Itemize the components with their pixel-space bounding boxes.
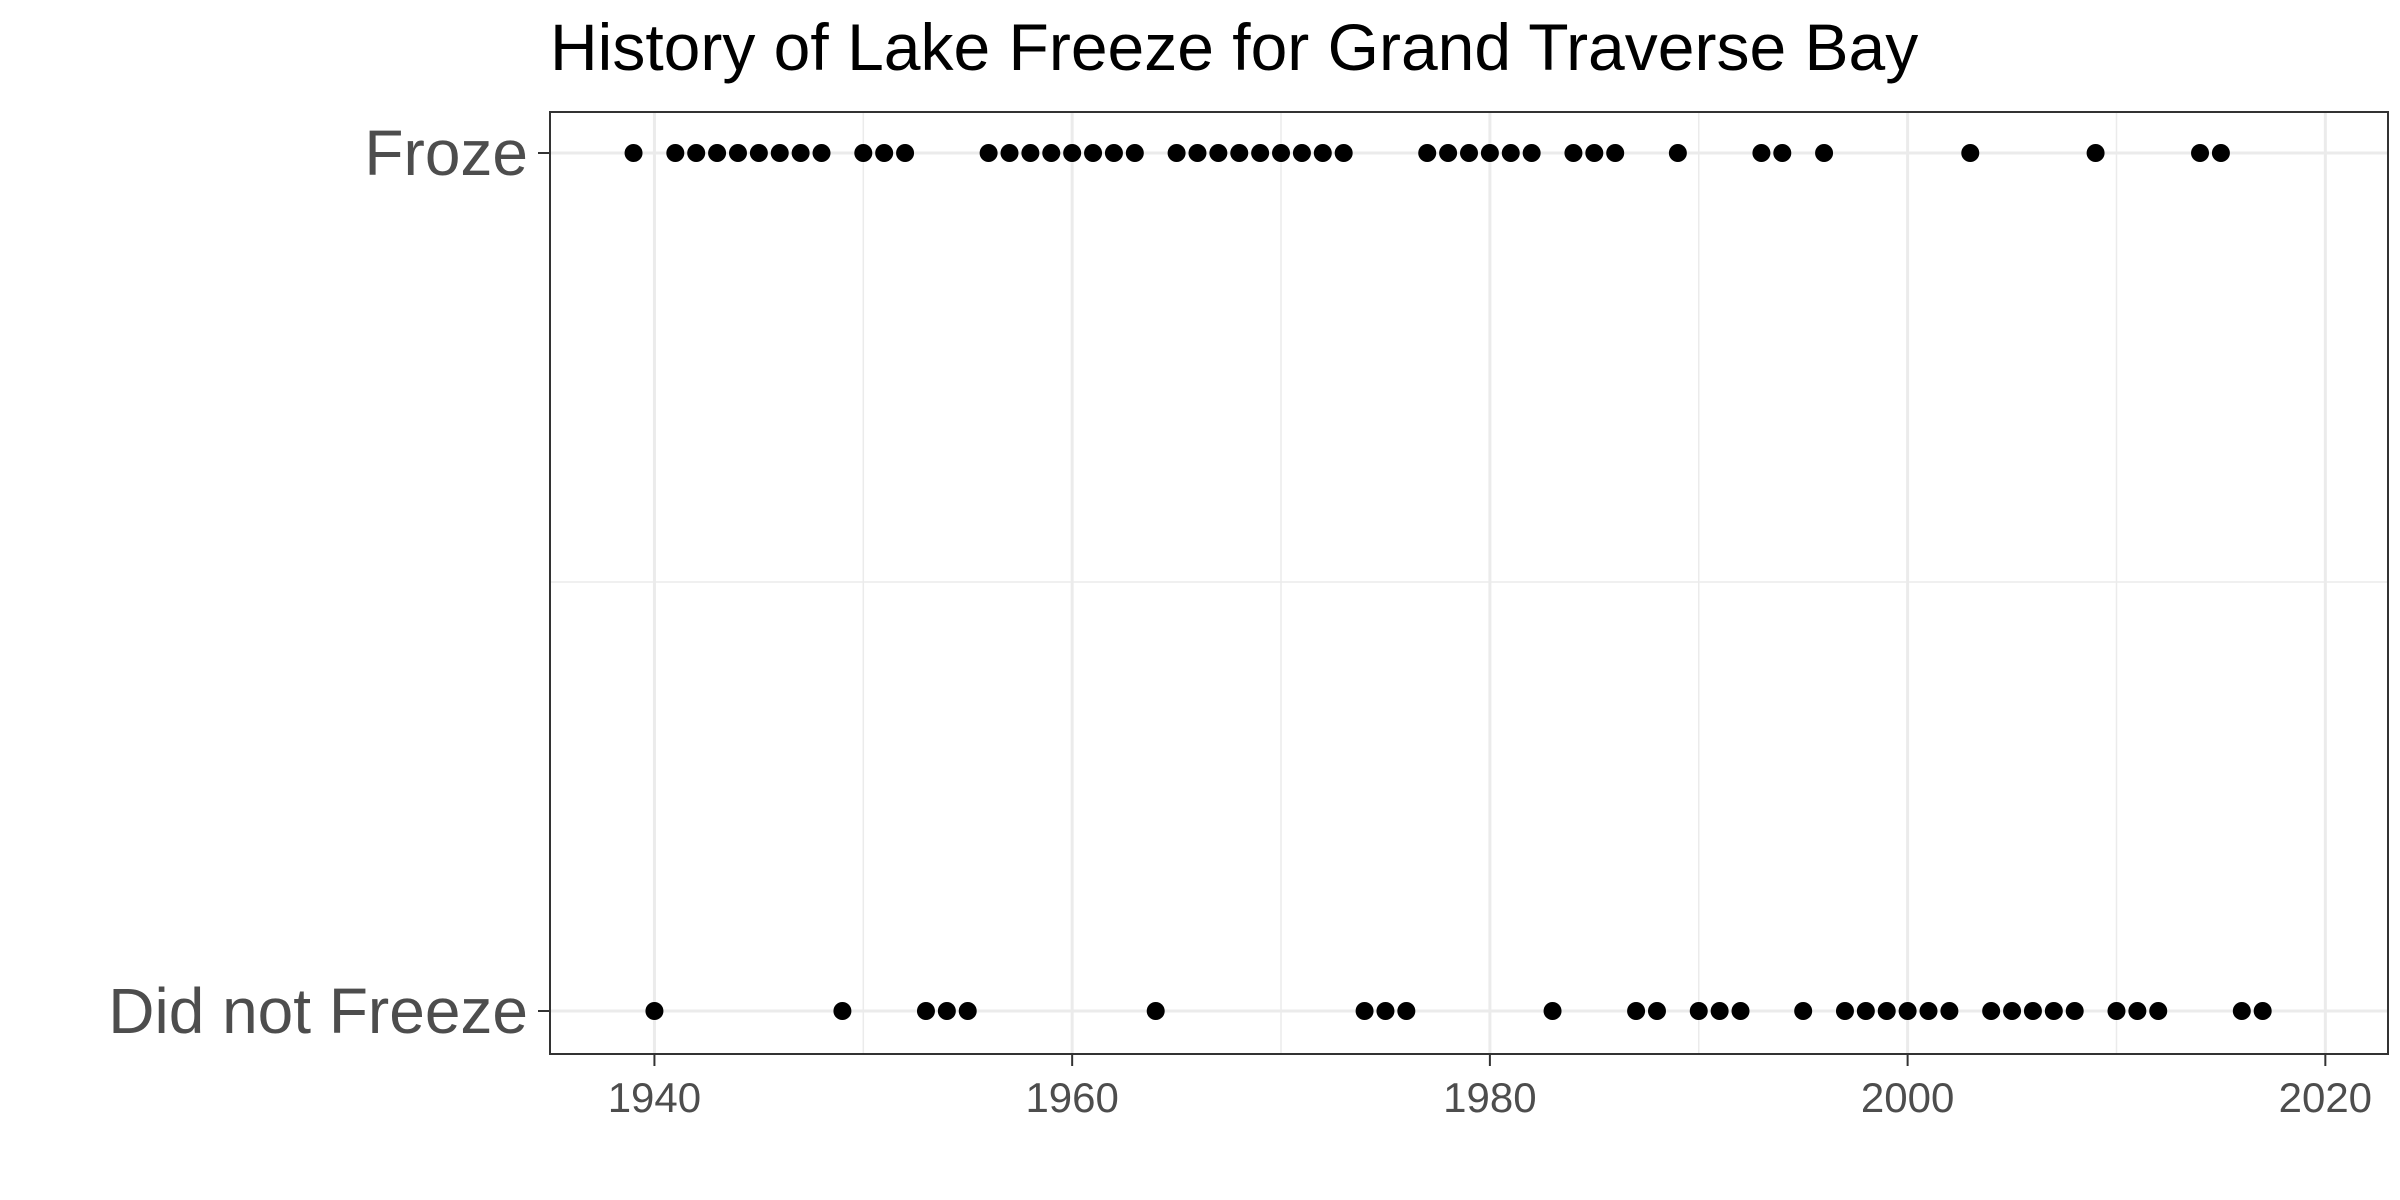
data-point	[1773, 144, 1792, 162]
data-point	[1522, 144, 1541, 162]
data-point	[2003, 1002, 2022, 1020]
data-point	[645, 1002, 664, 1020]
data-point	[2128, 1002, 2147, 1020]
data-point	[1125, 144, 1144, 162]
data-point	[2211, 144, 2230, 162]
data-point	[812, 144, 831, 162]
data-point	[770, 144, 789, 162]
data-point	[1627, 1002, 1646, 1020]
data-point	[2232, 1002, 2251, 1020]
x-tick-label: 1960	[1025, 1074, 1118, 1121]
data-point	[1606, 144, 1625, 162]
data-point	[1334, 144, 1353, 162]
data-point	[875, 144, 894, 162]
data-point	[1188, 144, 1207, 162]
data-point	[1313, 144, 1332, 162]
data-point	[1877, 1002, 1896, 1020]
x-tick-label: 1940	[608, 1074, 701, 1121]
data-point	[1251, 144, 1270, 162]
data-point	[1856, 1002, 1875, 1020]
data-point	[1564, 144, 1583, 162]
data-point	[2086, 144, 2105, 162]
data-point	[2065, 1002, 2084, 1020]
data-point	[1063, 144, 1082, 162]
data-point	[791, 144, 810, 162]
data-point	[1815, 144, 1834, 162]
data-point	[1961, 144, 1980, 162]
data-point	[1355, 1002, 1374, 1020]
data-point	[2253, 1002, 2272, 1020]
data-point	[1731, 1002, 1750, 1020]
data-points	[624, 144, 2272, 1020]
data-point	[1418, 144, 1437, 162]
data-point	[1940, 1002, 1959, 1020]
data-point	[1292, 144, 1311, 162]
data-point	[1752, 144, 1771, 162]
data-point	[1585, 144, 1604, 162]
data-point	[728, 144, 747, 162]
data-point	[2107, 1002, 2126, 1020]
data-point	[2023, 1002, 2042, 1020]
data-point	[1835, 1002, 1854, 1020]
data-point	[1501, 144, 1520, 162]
data-point	[1898, 1002, 1917, 1020]
data-point	[1439, 144, 1458, 162]
data-point	[749, 144, 768, 162]
x-tick-label: 2000	[1861, 1074, 1954, 1121]
data-point	[1543, 1002, 1562, 1020]
data-point	[979, 144, 998, 162]
data-point	[1376, 1002, 1395, 1020]
data-point	[958, 1002, 977, 1020]
data-point	[854, 144, 873, 162]
data-point	[1982, 1002, 2001, 1020]
data-point	[1668, 144, 1687, 162]
x-axis: 1940 1960 1980 2000 2020	[608, 1054, 2372, 1121]
data-point	[1919, 1002, 1938, 1020]
plot-panel-border	[549, 111, 2389, 1055]
data-point	[1397, 1002, 1416, 1020]
chart-title: History of Lake Freeze for Grand Travers…	[550, 10, 1918, 84]
data-point	[916, 1002, 935, 1020]
y-tick-label: Did not Freeze	[108, 975, 528, 1047]
data-point	[1000, 144, 1019, 162]
data-point	[666, 144, 685, 162]
data-point	[1167, 144, 1186, 162]
x-tick-label: 1980	[1443, 1074, 1536, 1121]
data-point	[2191, 144, 2210, 162]
data-point	[1689, 1002, 1708, 1020]
data-point	[2149, 1002, 2168, 1020]
data-point	[1272, 144, 1291, 162]
data-point	[1146, 1002, 1165, 1020]
data-point	[1710, 1002, 1729, 1020]
data-point	[2044, 1002, 2063, 1020]
data-point	[1460, 144, 1478, 162]
data-point	[1209, 144, 1228, 162]
data-point	[1794, 1002, 1813, 1020]
data-point	[1480, 144, 1499, 162]
y-tick-label: Froze	[364, 117, 528, 189]
data-point	[708, 144, 727, 162]
data-point	[937, 1002, 956, 1020]
data-point	[833, 1002, 852, 1020]
y-axis: Did not Freeze Froze	[108, 117, 550, 1047]
data-point	[1230, 144, 1249, 162]
data-point	[1084, 144, 1103, 162]
data-point	[1042, 144, 1061, 162]
data-point	[687, 144, 706, 162]
data-point	[896, 144, 915, 162]
data-point	[1021, 144, 1040, 162]
x-tick-label: 2020	[2279, 1074, 2372, 1121]
gridlines	[550, 112, 2388, 1054]
data-point	[624, 144, 643, 162]
data-point	[1104, 144, 1123, 162]
data-point	[1647, 1002, 1666, 1020]
